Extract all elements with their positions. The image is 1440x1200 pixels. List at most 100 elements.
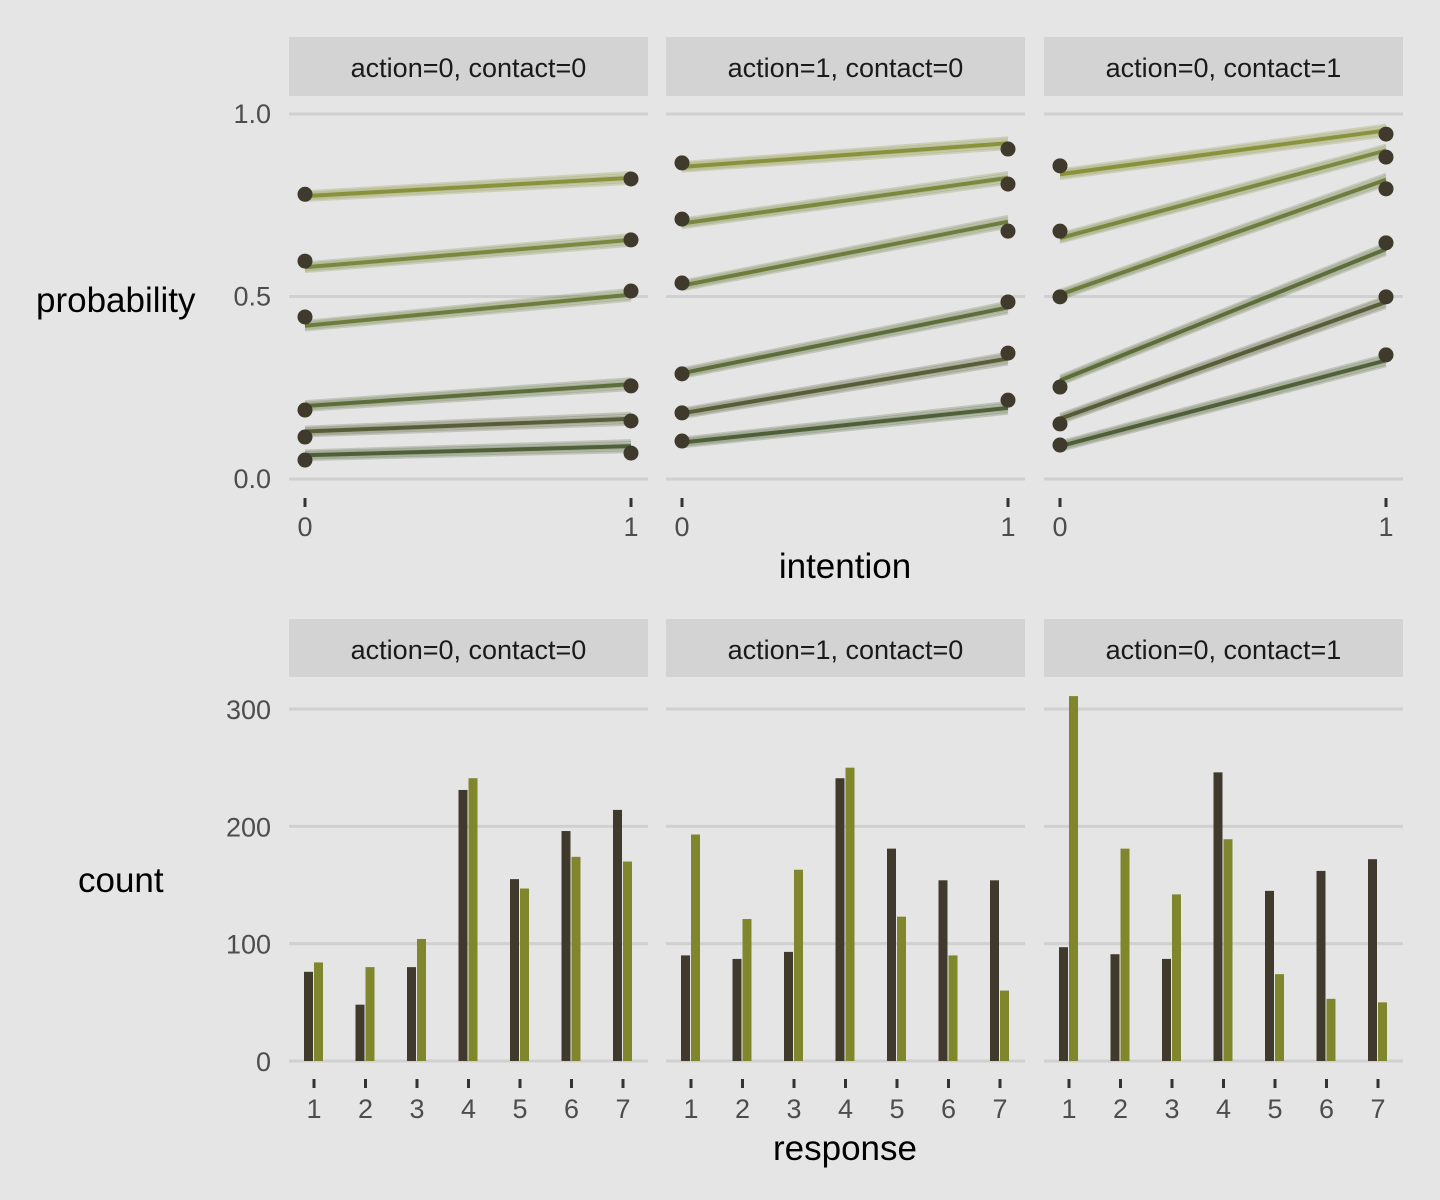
posterior-line xyxy=(304,411,632,429)
bar-dark xyxy=(1162,958,1171,1061)
posterior-line xyxy=(681,214,1009,283)
facet-label: action=1, contact=0 xyxy=(728,53,964,83)
posterior-line xyxy=(304,287,632,323)
posterior-line xyxy=(304,377,632,404)
bar-olive xyxy=(897,916,906,1061)
data-point xyxy=(1378,126,1394,142)
bar-olive xyxy=(1000,990,1009,1061)
facet-strip xyxy=(1044,37,1403,96)
facet-label: action=0, contact=1 xyxy=(1106,53,1342,83)
posterior-line xyxy=(1059,181,1387,300)
data-point xyxy=(674,405,690,421)
fit-line xyxy=(304,292,632,328)
posterior-line xyxy=(1059,132,1387,179)
facet-strip xyxy=(666,619,1025,677)
fit-line xyxy=(1059,177,1387,297)
data-point xyxy=(1000,141,1016,157)
data-point xyxy=(1378,149,1394,165)
data-point xyxy=(1000,294,1016,310)
posterior-line xyxy=(304,378,632,405)
count-panels: action=0, contact=0 1 2 3 4 5 6 7 action=1, cont… xyxy=(226,619,1403,1124)
posterior-line xyxy=(304,298,632,332)
x-tick-label: 4 xyxy=(461,1094,476,1124)
posterior-line xyxy=(1059,123,1387,172)
x-tick-label: 0 xyxy=(1052,512,1067,542)
data-point xyxy=(1000,345,1016,361)
data-point xyxy=(674,211,690,227)
data-point xyxy=(1052,223,1068,239)
bar-dark xyxy=(1213,772,1223,1061)
data-point xyxy=(1052,379,1068,395)
bar-dark xyxy=(304,971,313,1061)
bar-dark xyxy=(1316,870,1326,1061)
posterior-line xyxy=(1059,296,1387,418)
posterior-line xyxy=(1059,172,1387,292)
x-tick-label: 6 xyxy=(564,1094,579,1124)
posterior-line xyxy=(681,411,1009,449)
bar-olive xyxy=(948,955,958,1061)
x-tick-label: 0 xyxy=(297,512,312,542)
posterior-line xyxy=(1059,253,1387,387)
data-point xyxy=(1378,181,1394,197)
posterior-line xyxy=(681,300,1009,371)
posterior-line xyxy=(304,234,632,266)
data-point xyxy=(1000,223,1016,239)
posterior-line xyxy=(304,181,632,203)
facet-label: action=0, contact=0 xyxy=(351,53,587,83)
posterior-line xyxy=(304,170,632,194)
x-tick-label: 2 xyxy=(358,1094,373,1124)
posterior-line xyxy=(304,296,632,331)
bar-olive xyxy=(691,834,700,1061)
posterior-line xyxy=(681,402,1009,442)
fit-line xyxy=(681,356,1009,416)
fit-line xyxy=(304,416,632,434)
facet-strip xyxy=(666,37,1025,96)
posterior-line xyxy=(681,225,1009,292)
bar-olive xyxy=(1326,998,1336,1061)
x-tick-label: 4 xyxy=(838,1094,853,1124)
bar-dark xyxy=(835,778,845,1061)
x-tick-label: 7 xyxy=(615,1094,630,1124)
bar-dark xyxy=(1368,859,1377,1061)
facet-strip xyxy=(289,619,648,677)
bar-olive xyxy=(742,919,752,1061)
data-point xyxy=(297,309,313,325)
facet-strip xyxy=(1044,619,1403,677)
data-point xyxy=(1000,176,1016,192)
posterior-line xyxy=(304,386,632,411)
posterior-line xyxy=(304,413,632,431)
data-point xyxy=(1052,289,1068,305)
posterior-line xyxy=(681,147,1009,173)
fit-line xyxy=(1059,300,1387,421)
x-tick-label: 3 xyxy=(786,1094,801,1124)
facet-label: action=0, contact=1 xyxy=(1106,635,1342,665)
fit-line xyxy=(681,405,1009,445)
bar-dark xyxy=(990,880,999,1061)
posterior-line xyxy=(1059,251,1387,385)
bar-dark xyxy=(732,958,742,1061)
y-tick-label: 0.0 xyxy=(233,464,271,494)
bar-olive xyxy=(623,861,632,1061)
x-tick-label: 4 xyxy=(1216,1094,1231,1124)
data-point xyxy=(623,283,639,299)
x-tick-label: 6 xyxy=(1319,1094,1334,1124)
posterior-line xyxy=(304,420,632,436)
data-point xyxy=(623,445,639,461)
fit-line xyxy=(304,382,632,408)
data-point xyxy=(1052,416,1068,432)
posterior-line xyxy=(304,439,632,453)
posterior-line xyxy=(1059,154,1387,244)
posterior-line xyxy=(681,170,1009,221)
y-tick-label: 0 xyxy=(256,1047,271,1077)
bar-dark xyxy=(458,789,468,1061)
y-tick-label: 300 xyxy=(226,695,271,725)
data-point xyxy=(674,275,690,291)
fit-line xyxy=(1059,358,1387,449)
posterior-line xyxy=(304,242,632,272)
posterior-line xyxy=(681,360,1009,418)
bar-olive xyxy=(417,938,426,1061)
posterior-line xyxy=(1059,125,1387,173)
data-point xyxy=(674,155,690,171)
x-tick-label: 1 xyxy=(683,1094,698,1124)
